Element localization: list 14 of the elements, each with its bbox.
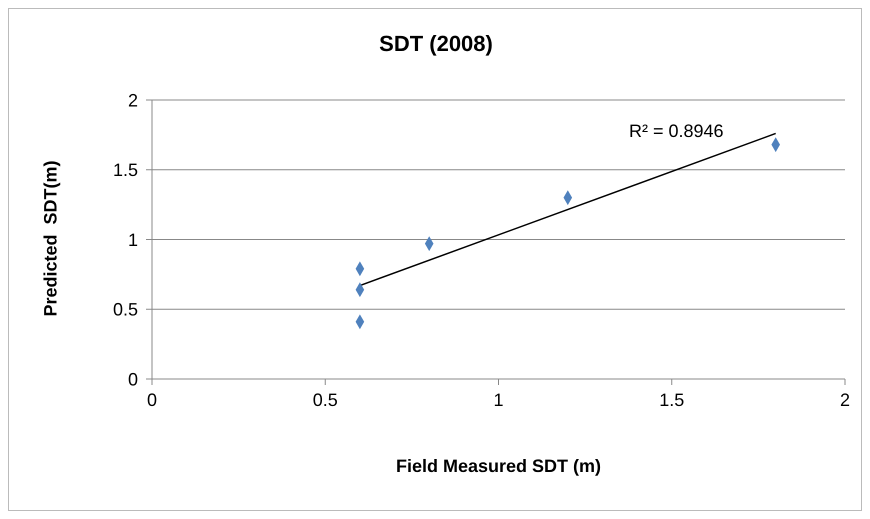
y-tick-label: 0 xyxy=(128,369,138,390)
y-tick-label: 0.5 xyxy=(112,300,138,320)
x-tick-label: 0 xyxy=(146,390,158,410)
x-axis-title: Field Measured SDT (m) xyxy=(394,456,602,477)
y-tick-label: 1 xyxy=(128,230,138,250)
annotation: R² = 0.8946 xyxy=(629,121,724,142)
chart-title: SDT (2008) xyxy=(378,31,494,57)
x-tick-label: 1.5 xyxy=(659,390,684,410)
y-axis-title: Predicted SDT(m) xyxy=(40,158,62,318)
x-tick-label: 0.5 xyxy=(312,390,338,410)
y-tick-label: 1.5 xyxy=(112,160,138,180)
x-tick-label: 2 xyxy=(840,390,850,410)
x-tick-label: 1 xyxy=(493,390,504,410)
y-tick-label: 2 xyxy=(128,90,138,110)
